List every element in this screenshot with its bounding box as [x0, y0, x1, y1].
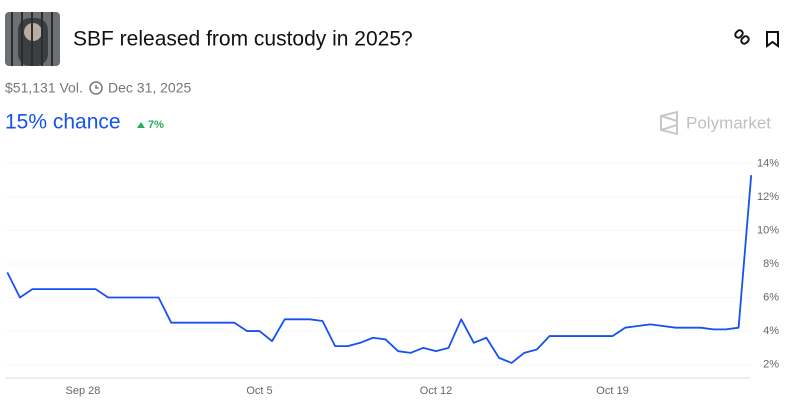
link-icon[interactable] — [734, 29, 750, 45]
y-tick-label: 4% — [763, 325, 779, 337]
y-tick-label: 10% — [757, 224, 779, 236]
x-tick-label: Oct 12 — [420, 385, 452, 397]
chance: 15% chance — [5, 111, 121, 134]
x-tick-label: Oct 19 — [596, 385, 628, 397]
y-tick-label: 2% — [763, 358, 779, 370]
brand-logo — [660, 110, 678, 136]
price-line — [6, 175, 753, 364]
volume: $51,131 Vol. — [5, 80, 83, 96]
bookmark-icon[interactable] — [766, 31, 779, 48]
clock-icon — [89, 81, 103, 95]
y-tick-label: 8% — [763, 258, 779, 270]
change: 7% — [148, 119, 164, 131]
x-tick-label: Oct 5 — [246, 385, 272, 397]
y-tick-label: 14% — [757, 157, 779, 169]
market-thumbnail — [5, 12, 60, 66]
up-arrow — [137, 122, 145, 128]
x-tick-label: Sep 28 — [66, 385, 101, 397]
y-tick-label: 12% — [757, 191, 779, 203]
clock-hand — [95, 85, 99, 89]
end-date: Dec 31, 2025 — [108, 80, 191, 96]
y-tick-label: 6% — [763, 291, 779, 303]
brand: Polymarket — [686, 113, 771, 132]
market-title: SBF released from custody in 2025? — [73, 28, 413, 51]
